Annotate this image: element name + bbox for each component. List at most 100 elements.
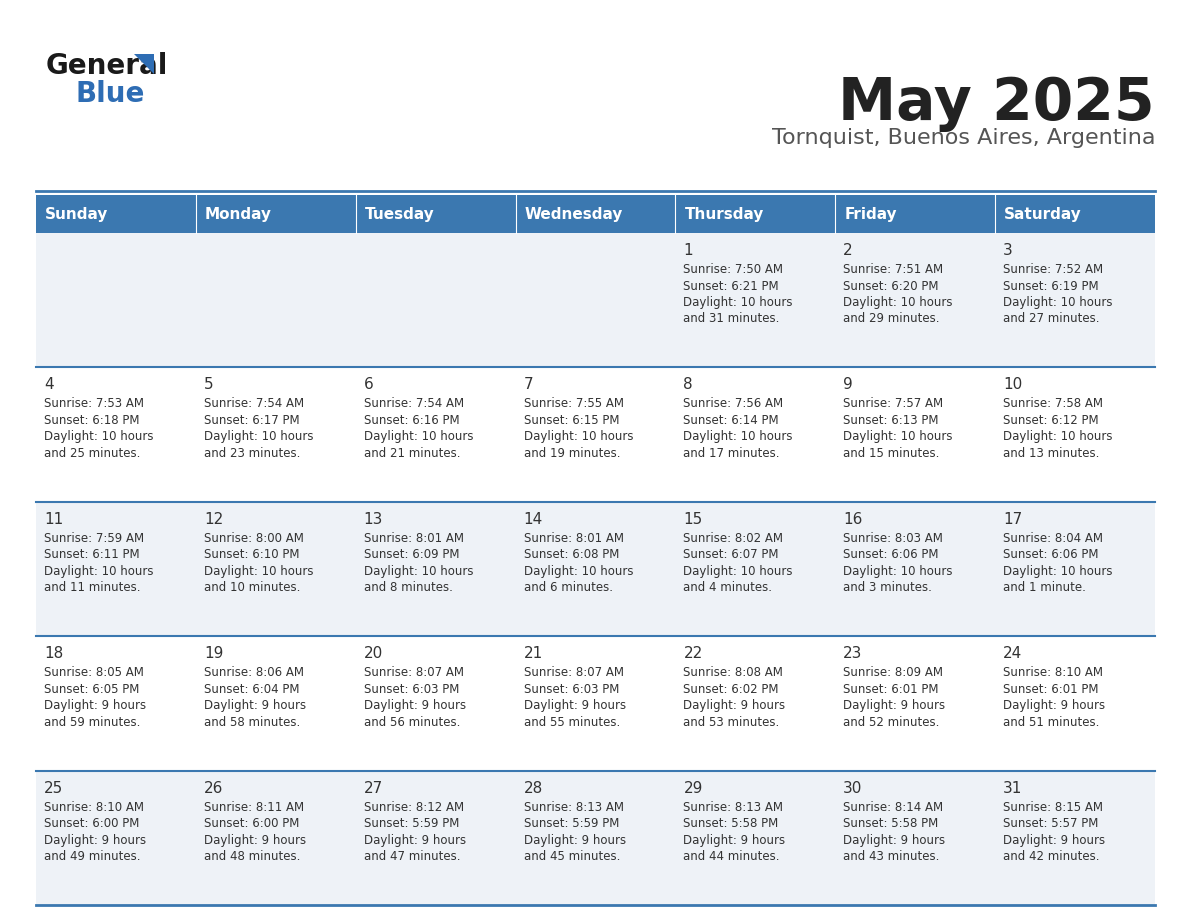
Text: May 2025: May 2025: [839, 75, 1155, 132]
Text: 5: 5: [204, 377, 214, 392]
Text: Sunrise: 8:10 AM: Sunrise: 8:10 AM: [44, 800, 144, 813]
Text: 4: 4: [44, 377, 53, 392]
Text: Monday: Monday: [204, 207, 272, 221]
Text: and 49 minutes.: and 49 minutes.: [44, 850, 140, 863]
Text: Thursday: Thursday: [684, 207, 764, 221]
Text: Daylight: 10 hours: Daylight: 10 hours: [1003, 296, 1113, 309]
Bar: [196, 770, 355, 905]
Bar: [996, 367, 1155, 502]
Text: and 45 minutes.: and 45 minutes.: [524, 850, 620, 863]
Text: Sunrise: 8:11 AM: Sunrise: 8:11 AM: [204, 800, 304, 813]
Text: Daylight: 9 hours: Daylight: 9 hours: [364, 834, 466, 846]
Text: Tuesday: Tuesday: [365, 207, 435, 221]
Text: Sunset: 6:05 PM: Sunset: 6:05 PM: [44, 683, 139, 696]
Text: Sunrise: 8:02 AM: Sunrise: 8:02 AM: [683, 532, 783, 544]
Text: Daylight: 9 hours: Daylight: 9 hours: [683, 700, 785, 712]
Text: Sunset: 5:58 PM: Sunset: 5:58 PM: [843, 817, 939, 830]
Text: Daylight: 9 hours: Daylight: 9 hours: [843, 834, 946, 846]
Text: and 10 minutes.: and 10 minutes.: [204, 581, 301, 594]
Text: Sunrise: 7:56 AM: Sunrise: 7:56 AM: [683, 397, 784, 410]
Text: 28: 28: [524, 780, 543, 796]
Bar: [196, 233, 355, 367]
Text: Sunset: 6:01 PM: Sunset: 6:01 PM: [843, 683, 939, 696]
Text: and 11 minutes.: and 11 minutes.: [44, 581, 140, 594]
Bar: [676, 502, 835, 636]
Text: Sunset: 6:12 PM: Sunset: 6:12 PM: [1003, 414, 1099, 427]
Text: Daylight: 10 hours: Daylight: 10 hours: [683, 431, 792, 443]
Text: 15: 15: [683, 512, 702, 527]
Text: and 42 minutes.: and 42 minutes.: [1003, 850, 1100, 863]
Text: and 3 minutes.: and 3 minutes.: [843, 581, 933, 594]
Text: Sunset: 6:15 PM: Sunset: 6:15 PM: [524, 414, 619, 427]
Text: Daylight: 10 hours: Daylight: 10 hours: [843, 565, 953, 577]
Text: and 6 minutes.: and 6 minutes.: [524, 581, 613, 594]
Text: Sunset: 5:59 PM: Sunset: 5:59 PM: [364, 817, 459, 830]
Text: 7: 7: [524, 377, 533, 392]
Text: Sunrise: 8:12 AM: Sunrise: 8:12 AM: [364, 800, 463, 813]
Text: 13: 13: [364, 512, 383, 527]
Text: 21: 21: [524, 646, 543, 661]
Text: and 56 minutes.: and 56 minutes.: [364, 716, 460, 729]
Text: Saturday: Saturday: [1004, 207, 1082, 221]
Text: Daylight: 9 hours: Daylight: 9 hours: [524, 834, 626, 846]
Text: Sunrise: 8:00 AM: Sunrise: 8:00 AM: [204, 532, 304, 544]
Text: Sunrise: 8:01 AM: Sunrise: 8:01 AM: [364, 532, 463, 544]
Bar: [516, 195, 676, 233]
Text: Sunrise: 8:13 AM: Sunrise: 8:13 AM: [683, 800, 783, 813]
Text: Sunset: 6:17 PM: Sunset: 6:17 PM: [204, 414, 299, 427]
Text: and 53 minutes.: and 53 minutes.: [683, 716, 779, 729]
Bar: [835, 367, 996, 502]
Text: Daylight: 9 hours: Daylight: 9 hours: [44, 834, 146, 846]
Bar: [355, 233, 516, 367]
Text: Wednesday: Wednesday: [525, 207, 623, 221]
Polygon shape: [134, 54, 154, 74]
Text: Sunrise: 7:57 AM: Sunrise: 7:57 AM: [843, 397, 943, 410]
Text: Sunrise: 7:58 AM: Sunrise: 7:58 AM: [1003, 397, 1104, 410]
Text: Daylight: 9 hours: Daylight: 9 hours: [683, 834, 785, 846]
Text: Sunrise: 8:09 AM: Sunrise: 8:09 AM: [843, 666, 943, 679]
Text: Sunset: 6:14 PM: Sunset: 6:14 PM: [683, 414, 779, 427]
Bar: [676, 770, 835, 905]
Text: 14: 14: [524, 512, 543, 527]
Text: Daylight: 10 hours: Daylight: 10 hours: [204, 431, 314, 443]
Text: Sunrise: 7:54 AM: Sunrise: 7:54 AM: [364, 397, 463, 410]
Text: 3: 3: [1003, 243, 1013, 258]
Bar: [355, 770, 516, 905]
Text: Sunrise: 7:51 AM: Sunrise: 7:51 AM: [843, 263, 943, 276]
Text: and 44 minutes.: and 44 minutes.: [683, 850, 781, 863]
Text: 18: 18: [44, 646, 63, 661]
Text: Daylight: 10 hours: Daylight: 10 hours: [843, 296, 953, 309]
Text: Sunset: 6:08 PM: Sunset: 6:08 PM: [524, 548, 619, 561]
Bar: [835, 195, 996, 233]
Text: Daylight: 9 hours: Daylight: 9 hours: [843, 700, 946, 712]
Text: 24: 24: [1003, 646, 1023, 661]
Text: Sunset: 6:02 PM: Sunset: 6:02 PM: [683, 683, 779, 696]
Text: and 55 minutes.: and 55 minutes.: [524, 716, 620, 729]
Text: Sunrise: 7:59 AM: Sunrise: 7:59 AM: [44, 532, 144, 544]
Text: Daylight: 10 hours: Daylight: 10 hours: [44, 431, 153, 443]
Text: Sunrise: 8:01 AM: Sunrise: 8:01 AM: [524, 532, 624, 544]
Text: 22: 22: [683, 646, 702, 661]
Text: Daylight: 10 hours: Daylight: 10 hours: [204, 565, 314, 577]
Text: 6: 6: [364, 377, 373, 392]
Text: 9: 9: [843, 377, 853, 392]
Text: Sunrise: 8:07 AM: Sunrise: 8:07 AM: [524, 666, 624, 679]
Text: Sunrise: 7:52 AM: Sunrise: 7:52 AM: [1003, 263, 1104, 276]
Bar: [196, 502, 355, 636]
Text: 12: 12: [204, 512, 223, 527]
Text: Daylight: 10 hours: Daylight: 10 hours: [843, 431, 953, 443]
Text: 31: 31: [1003, 780, 1023, 796]
Bar: [355, 195, 516, 233]
Text: 11: 11: [44, 512, 63, 527]
Text: and 4 minutes.: and 4 minutes.: [683, 581, 772, 594]
Bar: [516, 502, 676, 636]
Text: and 48 minutes.: and 48 minutes.: [204, 850, 301, 863]
Text: Daylight: 9 hours: Daylight: 9 hours: [204, 700, 307, 712]
Text: and 17 minutes.: and 17 minutes.: [683, 447, 781, 460]
Text: Sunrise: 7:50 AM: Sunrise: 7:50 AM: [683, 263, 783, 276]
Text: Daylight: 10 hours: Daylight: 10 hours: [683, 296, 792, 309]
Text: and 1 minute.: and 1 minute.: [1003, 581, 1086, 594]
Bar: [996, 233, 1155, 367]
Bar: [676, 636, 835, 770]
Bar: [196, 636, 355, 770]
